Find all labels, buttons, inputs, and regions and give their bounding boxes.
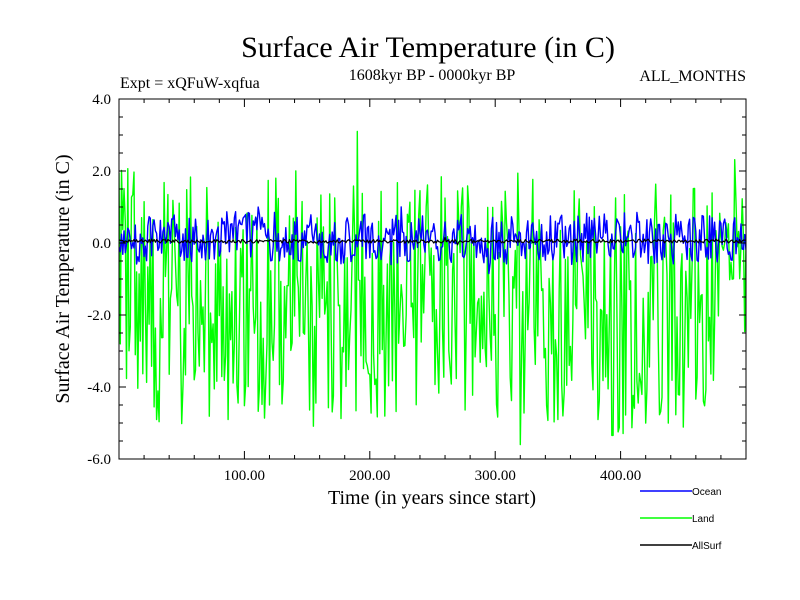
legend-label-ocean: Ocean	[692, 487, 721, 498]
y-tick-label: -6.0	[87, 452, 111, 468]
x-tick-label: 300.00	[475, 468, 516, 484]
legend-label-allsurf: AllSurf	[692, 541, 722, 552]
plot-area	[119, 130, 746, 446]
y-tick-label: 0.0	[92, 236, 111, 252]
y-axis: -6.0 -4.0 -2.0 0.0 2.0 4.0	[87, 92, 746, 468]
experiment-label: Expt = xQFuW-xqfua	[120, 75, 260, 92]
x-tick-label: 100.00	[224, 468, 265, 484]
x-axis: 100.00 200.00 300.00 400.00	[143, 99, 722, 484]
y-axis-label: Surface Air Temperature (in C)	[52, 154, 74, 403]
x-axis-label: Time (in years since start)	[328, 487, 536, 509]
y-tick-label: -2.0	[87, 308, 111, 324]
period-label: 1608kyr BP - 0000kyr BP	[349, 67, 516, 84]
y-tick-label: -4.0	[87, 380, 111, 396]
x-tick-label: 400.00	[600, 468, 641, 484]
series-line-ocean	[119, 206, 746, 275]
legend: Ocean Land AllSurf	[640, 487, 722, 552]
y-tick-label: 2.0	[92, 164, 111, 180]
y-tick-label: 4.0	[92, 92, 111, 108]
months-label: ALL_MONTHS	[639, 68, 746, 85]
series-line-land	[119, 130, 746, 446]
series-line-allsurf	[119, 237, 746, 246]
x-tick-label: 200.00	[349, 468, 390, 484]
legend-label-land: Land	[692, 514, 714, 525]
chart-title: Surface Air Temperature (in C)	[241, 31, 615, 64]
